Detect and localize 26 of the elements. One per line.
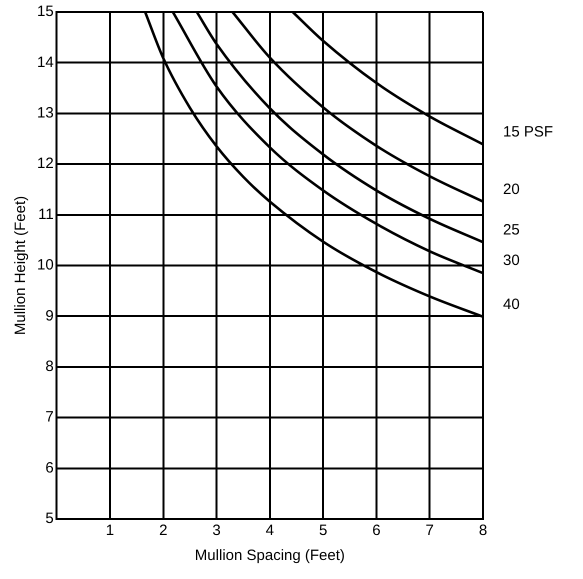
y-tick-label: 15 [36, 3, 54, 20]
x-tick-label: 1 [106, 522, 114, 540]
y-tick-label: 8 [45, 358, 54, 376]
x-tick-label: 6 [372, 522, 381, 540]
y-tick-label: 9 [45, 307, 54, 324]
y-tick-label: 7 [45, 408, 54, 426]
x-tick-label: 3 [212, 522, 221, 540]
x-tick-label: 8 [478, 522, 488, 540]
y-tick-label: 13 [36, 104, 54, 122]
y-tick-label: 5 [45, 510, 54, 528]
x-tick-label: 7 [426, 522, 434, 540]
series-label: 30 [503, 252, 520, 270]
series-label: 15 PSF [503, 123, 554, 140]
series-label: 40 [503, 296, 520, 313]
x-axis-title: Mullion Spacing (Feet) [194, 547, 345, 564]
x-tick-label: 2 [159, 522, 168, 540]
series-label: 20 [503, 180, 520, 198]
x-tick-label: 5 [318, 522, 328, 540]
x-tick-label: 4 [266, 522, 274, 540]
y-tick-label: 6 [45, 459, 54, 476]
y-tick-label: 12 [36, 155, 54, 172]
y-tick-label: 14 [36, 54, 54, 71]
y-axis-title: Mullion Height (Feet) [12, 196, 30, 336]
y-tick-label: 11 [38, 206, 54, 223]
y-tick-label: 10 [36, 256, 54, 274]
series-label: 25 [503, 221, 520, 238]
